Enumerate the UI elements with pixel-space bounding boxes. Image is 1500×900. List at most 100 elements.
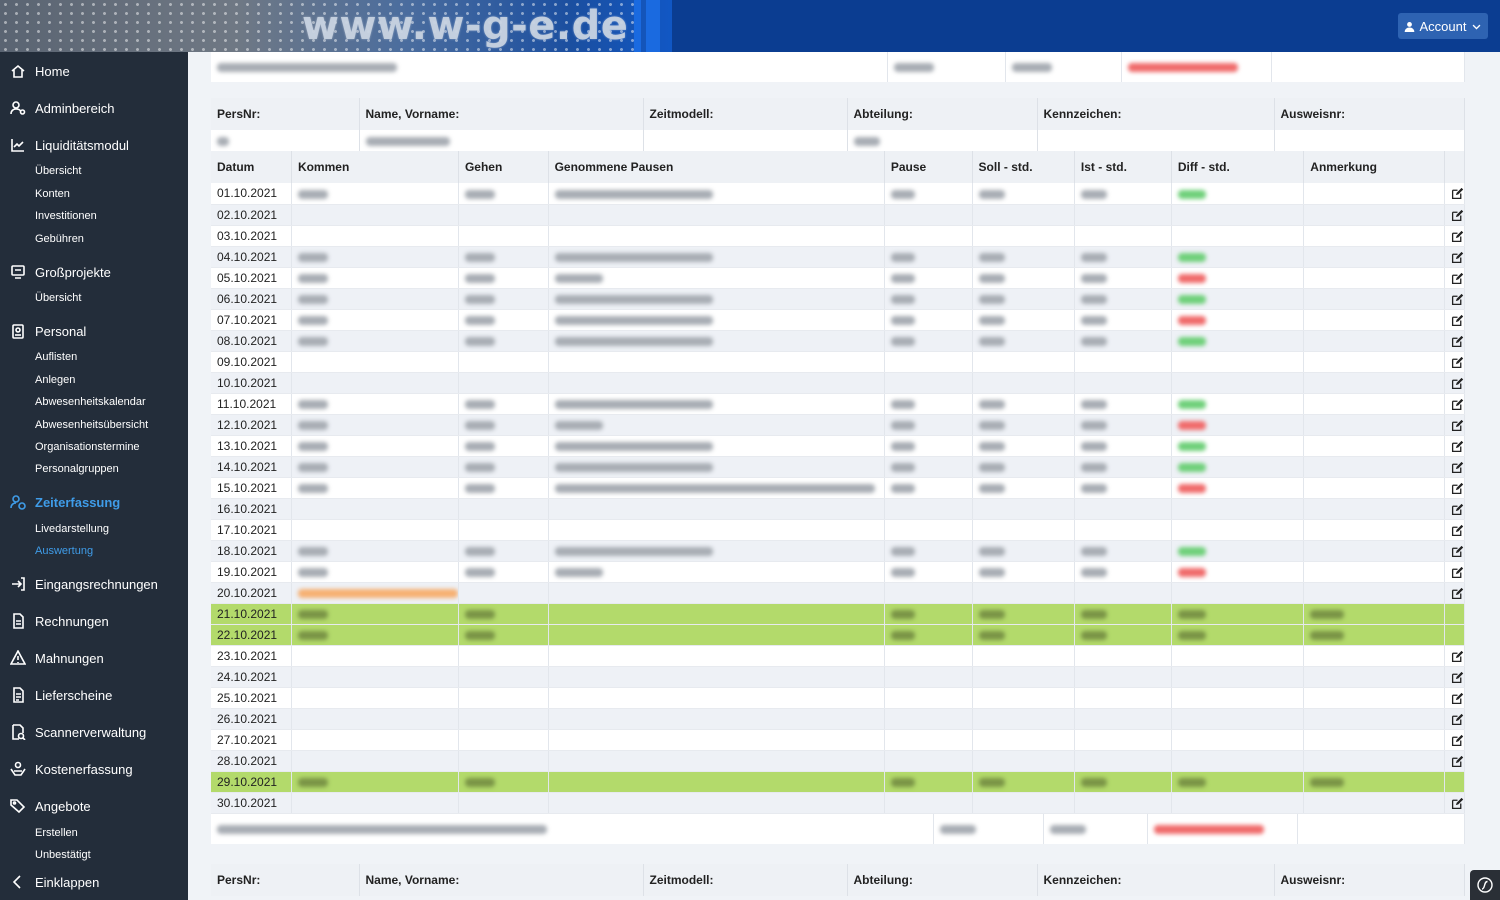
employee-timesheet-panel: PersNr: Name, Vorname: Zeitmodell: Abtei… xyxy=(211,98,1465,844)
date-cell: 05.10.2021 xyxy=(211,267,292,289)
col-ist[interactable]: Ist - std. xyxy=(1074,151,1172,183)
diff-cell xyxy=(1171,414,1305,436)
sidebar-item-label: Lieferscheine xyxy=(35,687,113,703)
account-button[interactable]: Account xyxy=(1398,13,1488,39)
table-row: 23.10.2021 xyxy=(211,645,1465,667)
sidebar-sub-uebersicht[interactable]: Übersicht xyxy=(35,165,82,177)
edit-icon[interactable] xyxy=(1451,251,1464,264)
sidebar-sub-abwesenheitskalendar[interactable]: Abwesenheitskalendar xyxy=(35,396,146,408)
sidebar-item-scannerverwaltung[interactable]: Scannerverwaltung xyxy=(0,720,188,744)
gehen-cell xyxy=(458,540,549,562)
gehen-cell xyxy=(458,561,549,583)
sidebar-item-lieferscheine[interactable]: Lieferscheine xyxy=(0,683,188,707)
edit-icon[interactable] xyxy=(1451,356,1464,369)
edit-icon[interactable] xyxy=(1451,293,1464,306)
symfony-toolbar-icon[interactable] xyxy=(1470,870,1500,900)
soll-cell xyxy=(972,267,1075,289)
date-value: 23.10.2021 xyxy=(217,648,278,663)
sidebar-item-adminbereich[interactable]: Adminbereich xyxy=(0,96,188,120)
edit-icon[interactable] xyxy=(1451,545,1464,558)
time-table: Datum Kommen Gehen Genommene Pausen Paus… xyxy=(211,151,1465,814)
edit-icon[interactable] xyxy=(1451,272,1464,285)
edit-icon[interactable] xyxy=(1451,692,1464,705)
edit-icon[interactable] xyxy=(1451,209,1464,222)
sidebar-item-zeiterfassung[interactable]: Zeiterfassung xyxy=(0,490,188,514)
ist-cell xyxy=(1074,414,1172,436)
edit-icon[interactable] xyxy=(1451,734,1464,747)
sidebar-collapse[interactable]: Einklappen xyxy=(0,870,188,894)
edit-icon[interactable] xyxy=(1451,671,1464,684)
edit-icon[interactable] xyxy=(1451,797,1464,810)
edit-icon[interactable] xyxy=(1451,230,1464,243)
edit-icon[interactable] xyxy=(1451,713,1464,726)
anmerkung-cell xyxy=(1303,540,1445,562)
edit-icon[interactable] xyxy=(1451,419,1464,432)
col-anmerkung[interactable]: Anmerkung xyxy=(1303,151,1445,183)
sidebar-item-eingangsrechnungen[interactable]: Eingangsrechnungen xyxy=(0,572,188,596)
logo-banner[interactable]: www.w-g-e.de xyxy=(0,0,672,52)
col-kommen[interactable]: Kommen xyxy=(291,151,459,183)
edit-icon[interactable] xyxy=(1451,524,1464,537)
kommen-cell xyxy=(291,729,459,751)
sidebar-sub-uebersicht-projekte[interactable]: Übersicht xyxy=(35,292,82,304)
table-row: 14.10.2021 xyxy=(211,456,1465,478)
sidebar-item-angebote[interactable]: Angebote xyxy=(0,794,188,818)
edit-icon[interactable] xyxy=(1451,650,1464,663)
sidebar-item-liquiditaetsmodul[interactable]: Liquiditätsmodul xyxy=(0,133,188,157)
col-gehen[interactable]: Gehen xyxy=(458,151,549,183)
sidebar-item-personal[interactable]: Personal xyxy=(0,319,188,343)
edit-icon[interactable] xyxy=(1451,482,1464,495)
pausen-cell xyxy=(548,267,885,289)
edit-icon[interactable] xyxy=(1451,461,1464,474)
sidebar-item-grossprojekte[interactable]: Großprojekte xyxy=(0,260,188,284)
sidebar-sub-anlegen[interactable]: Anlegen xyxy=(35,374,76,386)
sidebar-sub-livedarstellung[interactable]: Livedarstellung xyxy=(35,523,109,535)
sidebar-sub-abwesenheitsuebersicht[interactable]: Abwesenheitsübersicht xyxy=(35,419,149,431)
edit-icon[interactable] xyxy=(1451,398,1464,411)
edit-icon[interactable] xyxy=(1451,566,1464,579)
edit-icon[interactable] xyxy=(1451,440,1464,453)
edit-icon[interactable] xyxy=(1451,314,1464,327)
sidebar-item-kostenerfassung[interactable]: Kostenerfassung xyxy=(0,757,188,781)
sidebar-sub-erstellen[interactable]: Erstellen xyxy=(35,827,78,839)
kommen-cell xyxy=(291,246,459,268)
soll-cell xyxy=(972,582,1075,604)
edit-icon[interactable] xyxy=(1451,335,1464,348)
date-value: 09.10.2021 xyxy=(217,354,278,369)
sidebar-sub-personalgruppen[interactable]: Personalgruppen xyxy=(35,463,119,475)
edit-icon[interactable] xyxy=(1451,755,1464,768)
table-row: 10.10.2021 xyxy=(211,372,1465,394)
pause-cell xyxy=(884,330,973,352)
pausen-cell xyxy=(548,456,885,478)
col-soll[interactable]: Soll - std. xyxy=(972,151,1075,183)
sidebar-sub-investitionen[interactable]: Investitionen xyxy=(35,210,97,222)
sidebar-sub-auswertung[interactable]: Auswertung xyxy=(35,545,94,557)
diff-cell xyxy=(1171,729,1305,751)
col-pause[interactable]: Pause xyxy=(884,151,973,183)
col-diff[interactable]: Diff - std. xyxy=(1171,151,1305,183)
col-genommene-pausen[interactable]: Genommene Pausen xyxy=(548,151,885,183)
sidebar-sub-gebuehren[interactable]: Gebühren xyxy=(35,233,84,245)
sidebar-item-rechnungen[interactable]: Rechnungen xyxy=(0,609,188,633)
diff-cell xyxy=(1171,666,1305,688)
sidebar-sub-unbestaetigt[interactable]: Unbestätigt xyxy=(35,849,91,861)
edit-icon[interactable] xyxy=(1451,377,1464,390)
sidebar-sub-organisationstermine[interactable]: Organisationstermine xyxy=(35,441,140,453)
pausen-cell xyxy=(548,603,885,625)
edit-icon[interactable] xyxy=(1451,503,1464,516)
chevron-left-icon xyxy=(9,873,27,891)
edit-icon[interactable] xyxy=(1451,187,1464,200)
sidebar-item-label: Kostenerfassung xyxy=(35,761,133,777)
col-datum[interactable]: Datum xyxy=(211,151,292,183)
sidebar-item-home[interactable]: Home xyxy=(0,59,188,83)
ist-cell xyxy=(1074,204,1172,226)
kommen-cell xyxy=(291,456,459,478)
pause-cell xyxy=(884,309,973,331)
date-cell: 21.10.2021 xyxy=(211,603,292,625)
actions-cell xyxy=(1444,267,1465,289)
sidebar-sub-konten[interactable]: Konten xyxy=(35,188,70,200)
sidebar-sub-auflisten[interactable]: Auflisten xyxy=(35,351,78,363)
gehen-cell xyxy=(458,750,549,772)
edit-icon[interactable] xyxy=(1451,587,1464,600)
sidebar-item-mahnungen[interactable]: Mahnungen xyxy=(0,646,188,670)
